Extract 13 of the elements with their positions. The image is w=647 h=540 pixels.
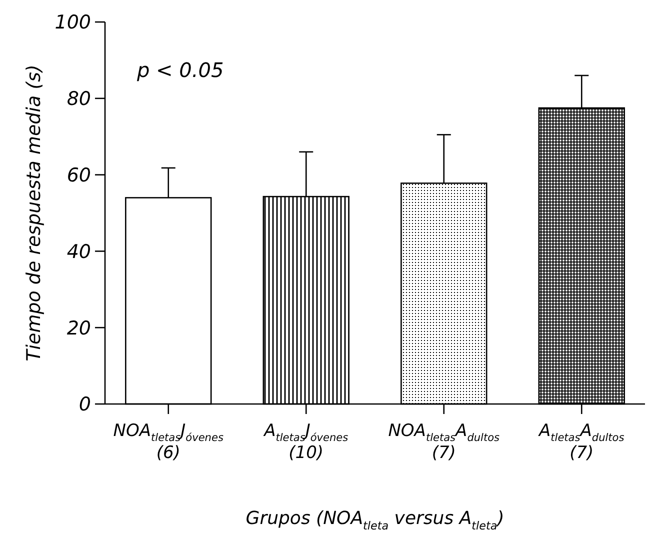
x-tick-label: NOA$_{tletas}$J$_{óvenes}$ (6) [113, 421, 224, 463]
y-tick-label: 20 [66, 317, 91, 340]
y-tick-label: 0 [78, 394, 91, 416]
x-tick-label: A$_{tletas}$A$_{dultos}$ (7) [538, 421, 625, 463]
y-tick-label: 100 [54, 12, 91, 34]
y-tick-label: 60 [66, 164, 91, 186]
x-tick-label: A$_{tletas}$J$_{óvenes}$ (10) [263, 421, 349, 463]
x-axis-title: Grupos (NOA$_{tleta}$ versus A$_{tleta}$) [246, 508, 504, 532]
annotation: p < 0.05 [136, 58, 224, 82]
y-axis-title: Tiempo de respuesta media (s) [23, 64, 45, 362]
x-tick-label: NOA$_{tletas}$A$_{dultos}$ (7) [388, 421, 500, 463]
y-tick-label: 40 [66, 240, 91, 263]
y-tick-label: 80 [66, 88, 91, 110]
